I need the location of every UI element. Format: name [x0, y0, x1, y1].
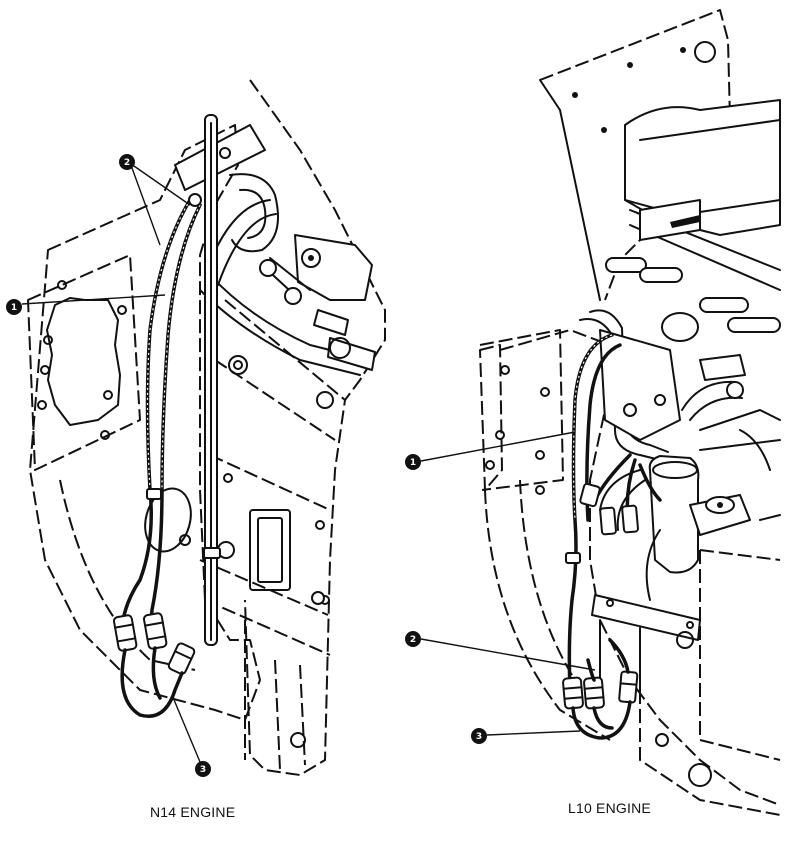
svg-text:1: 1 [410, 458, 416, 468]
n14-engine-caption: N14 ENGINE [150, 804, 236, 820]
n14-callout-1: 1 [6, 294, 166, 315]
n14-callout-2: 2 [119, 154, 191, 246]
l10-engine-drawing: 1 2 3 [405, 9, 781, 816]
svg-text:3: 3 [476, 732, 482, 742]
l10-callout-3: 3 [471, 728, 581, 744]
l10-callout-2: 2 [405, 631, 596, 671]
svg-text:1: 1 [11, 303, 17, 313]
n14-callout-3: 3 [171, 694, 211, 777]
l10-engine-caption: L10 ENGINE [568, 800, 651, 816]
svg-text:2: 2 [410, 635, 416, 645]
svg-text:3: 3 [200, 765, 206, 775]
svg-text:2: 2 [124, 158, 130, 168]
l10-callout-1: 1 [405, 431, 576, 470]
n14-engine-drawing: 1 2 3 [6, 79, 386, 777]
